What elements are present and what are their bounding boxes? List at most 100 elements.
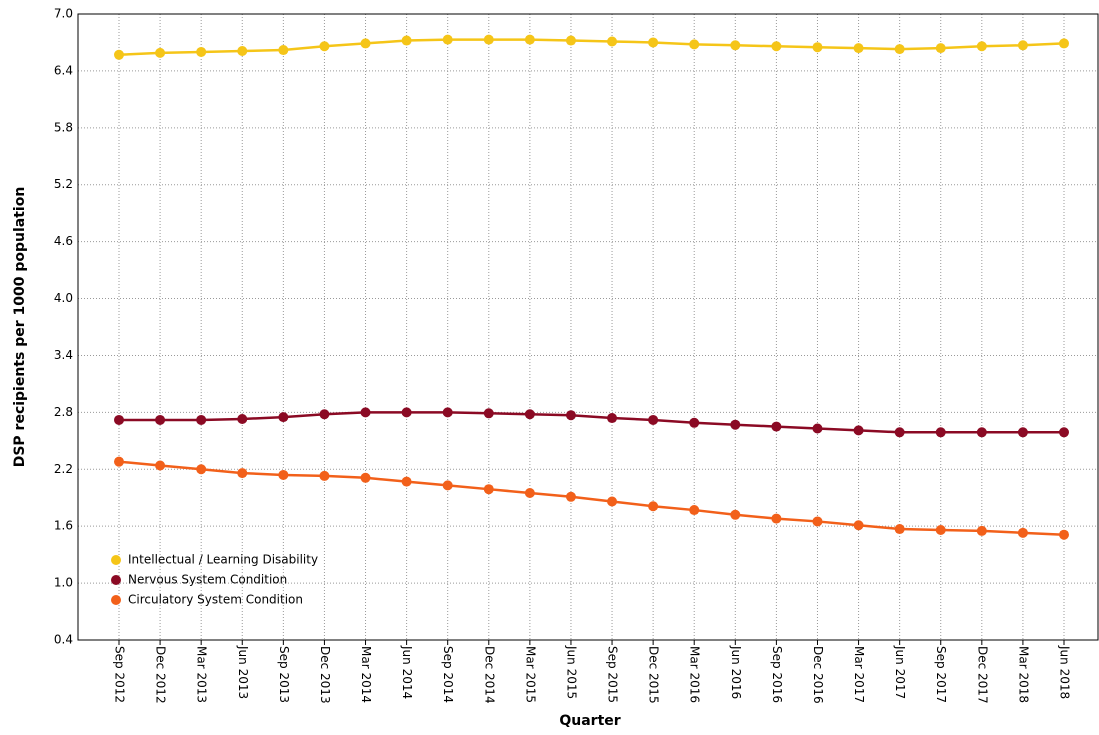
data-point: [237, 468, 248, 479]
data-point: [1017, 527, 1028, 538]
data-point: [401, 407, 412, 418]
data-point: [689, 505, 700, 516]
y-tick-label: 7.0: [54, 7, 73, 21]
data-point: [278, 412, 289, 423]
x-tick-label: Mar 2013: [195, 646, 209, 703]
data-point: [278, 45, 289, 56]
data-point: [1017, 427, 1028, 438]
x-tick-label: Jun 2015: [564, 645, 578, 699]
data-point: [648, 414, 659, 425]
data-point: [319, 41, 330, 52]
data-point: [689, 417, 700, 428]
x-tick-label: Jun 2017: [893, 645, 907, 699]
data-point: [483, 34, 494, 45]
y-tick-label: 2.8: [54, 405, 73, 419]
legend-label: Intellectual / Learning Disability: [128, 553, 318, 567]
x-axis-label: Quarter: [559, 713, 620, 729]
data-point: [976, 427, 987, 438]
data-point: [155, 414, 166, 425]
y-tick-label: 4.6: [54, 234, 73, 248]
data-point: [771, 513, 782, 524]
y-tick-label: 2.2: [54, 462, 73, 476]
data-point: [648, 37, 659, 48]
data-point: [689, 39, 700, 50]
x-tick-label: Jun 2018: [1058, 645, 1072, 699]
x-tick-label: Sep 2015: [606, 646, 620, 703]
y-tick-label: 6.4: [54, 63, 73, 77]
data-point: [196, 46, 207, 57]
data-point: [976, 41, 987, 52]
data-point: [1017, 40, 1028, 51]
data-point: [278, 469, 289, 480]
x-tick-label: Jun 2014: [400, 645, 414, 699]
data-point: [319, 470, 330, 481]
x-tick-label: Dec 2014: [482, 646, 496, 704]
x-tick-label: Mar 2014: [359, 646, 373, 703]
data-point: [565, 35, 576, 46]
data-point: [853, 520, 864, 531]
legend-label: Nervous System Condition: [128, 573, 287, 587]
y-axis-label: DSP recipients per 1000 population: [12, 187, 28, 468]
y-tick-label: 5.8: [54, 120, 73, 134]
data-point: [524, 34, 535, 45]
series-line: [119, 411, 1064, 434]
data-point: [730, 419, 741, 430]
y-tick-label: 4.0: [54, 291, 73, 305]
legend-marker: [111, 595, 121, 605]
x-tick-label: Sep 2017: [934, 646, 948, 703]
data-point: [524, 487, 535, 498]
data-point: [442, 407, 453, 418]
data-point: [565, 491, 576, 502]
data-point: [935, 427, 946, 438]
data-point: [483, 408, 494, 419]
data-point: [730, 509, 741, 520]
x-tick-label: Dec 2016: [811, 646, 825, 704]
legend-label: Circulatory System Condition: [128, 593, 303, 607]
data-point: [607, 496, 618, 507]
data-point: [730, 40, 741, 51]
data-point: [853, 425, 864, 436]
data-point: [1059, 427, 1069, 438]
data-point: [524, 409, 535, 420]
data-point: [155, 47, 166, 58]
data-point: [360, 38, 371, 49]
data-point: [196, 414, 207, 425]
x-tick-label: Jun 2016: [729, 645, 743, 699]
x-tick-label: Sep 2013: [277, 646, 291, 703]
data-point: [771, 41, 782, 52]
data-point: [442, 34, 453, 45]
x-tick-label: Mar 2017: [852, 646, 866, 703]
data-point: [401, 35, 412, 46]
data-point: [360, 407, 371, 418]
data-point: [771, 421, 782, 432]
x-tick-label: Sep 2016: [770, 646, 784, 703]
data-point: [648, 501, 659, 512]
data-point: [237, 45, 248, 56]
data-point: [894, 524, 905, 535]
series-line: [118, 38, 1065, 57]
y-tick-label: 1.0: [54, 576, 73, 590]
x-tick-label: Sep 2012: [113, 646, 127, 703]
data-point: [894, 427, 905, 438]
data-point: [607, 413, 618, 424]
data-point: [935, 43, 946, 54]
data-point: [155, 460, 166, 471]
data-point: [237, 414, 248, 425]
data-point: [483, 484, 494, 495]
data-point: [114, 456, 124, 467]
x-tick-label: Dec 2012: [154, 646, 168, 704]
data-point: [812, 516, 823, 527]
data-point: [401, 476, 412, 487]
data-point: [196, 464, 207, 475]
x-tick-label: Dec 2015: [647, 646, 661, 704]
x-tick-label: Jun 2013: [236, 645, 250, 699]
data-point: [319, 409, 330, 420]
x-tick-label: Mar 2016: [688, 646, 702, 703]
data-point: [1059, 529, 1069, 540]
data-point: [114, 49, 124, 60]
y-tick-label: 3.4: [54, 348, 73, 362]
data-point: [812, 423, 823, 434]
data-point: [360, 472, 371, 483]
data-point: [1059, 38, 1069, 49]
